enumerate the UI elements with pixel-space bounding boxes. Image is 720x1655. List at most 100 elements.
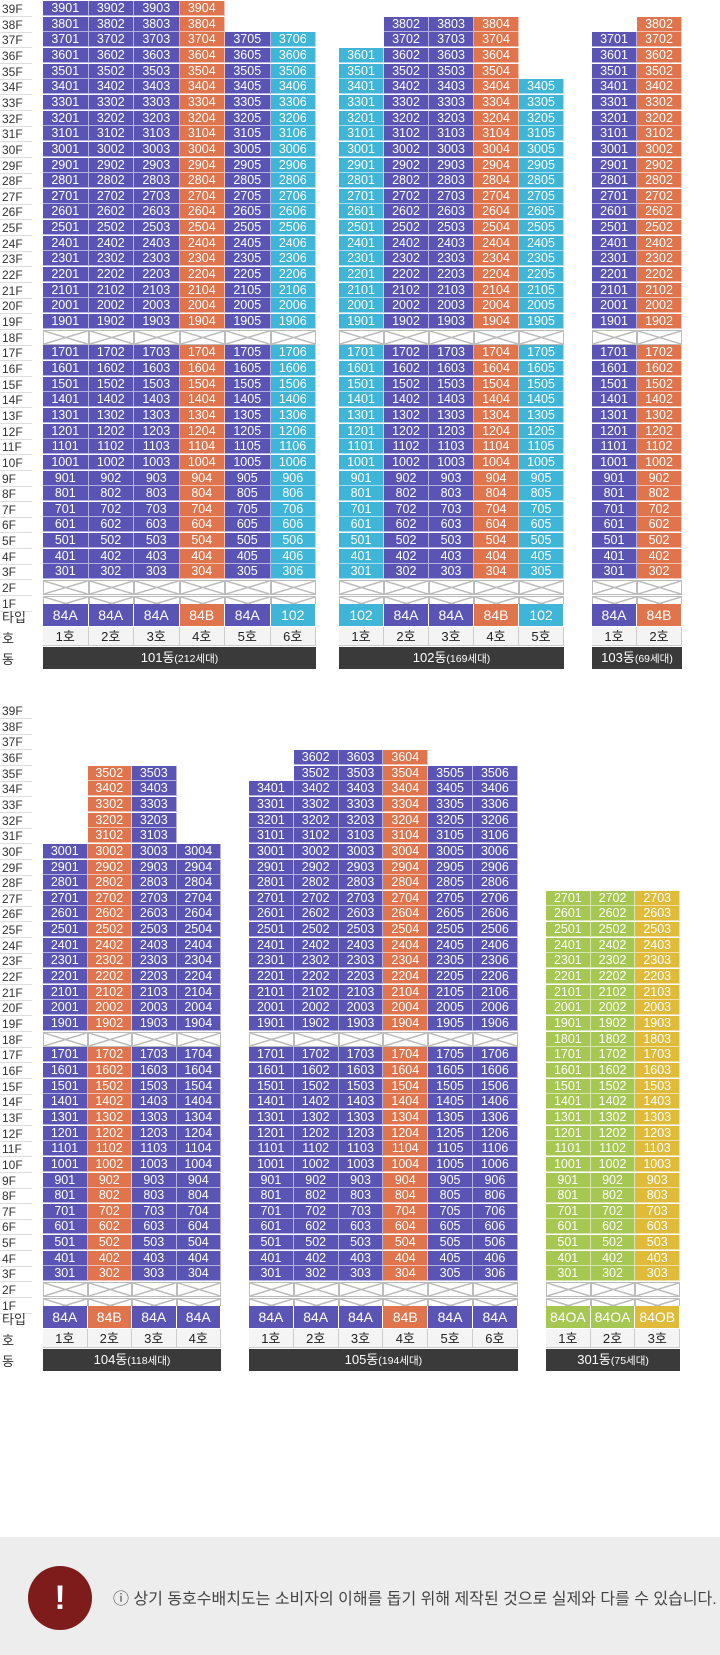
unit-cell[interactable]: 3903 — [134, 1, 180, 16]
unit-cell[interactable]: 2106 — [473, 984, 518, 1000]
unit-cell[interactable]: 1506 — [473, 1078, 518, 1094]
unit-cell[interactable]: 2302 — [87, 953, 132, 969]
unit-cell[interactable]: 1103 — [134, 439, 180, 455]
unit-cell[interactable]: 2104 — [179, 282, 225, 298]
unit-cell[interactable]: 801 — [592, 486, 637, 502]
unit-cell[interactable]: 305 — [225, 564, 271, 580]
unit-cell[interactable]: 2305 — [225, 251, 271, 267]
unit-cell[interactable]: 3403 — [429, 79, 474, 95]
unit-cell[interactable]: 1303 — [429, 407, 474, 423]
unit-cell[interactable]: 803 — [132, 1188, 177, 1204]
unit-cell[interactable]: 2603 — [134, 204, 180, 220]
unit-cell[interactable]: 3402 — [637, 79, 682, 95]
unit-cell[interactable]: 3604 — [383, 749, 429, 765]
unit-cell[interactable]: 2906 — [473, 859, 518, 875]
unit-cell[interactable]: 1803 — [635, 1031, 681, 1047]
unit-cell[interactable]: 3202 — [88, 110, 134, 126]
unit-cell[interactable]: 801 — [339, 486, 384, 502]
unit-cell[interactable]: 601 — [592, 517, 637, 533]
unit-cell[interactable]: 2603 — [338, 906, 384, 922]
unit-cell[interactable]: 2506 — [473, 922, 518, 938]
unit-cell[interactable]: 1006 — [473, 1156, 518, 1172]
unit-cell[interactable]: 1605 — [428, 1062, 473, 1078]
unit-cell[interactable]: 2902 — [88, 157, 134, 173]
unit-cell[interactable]: 2003 — [429, 298, 474, 314]
unit-cell[interactable]: 802 — [88, 486, 134, 502]
unit-cell[interactable]: 1402 — [384, 392, 429, 408]
unit-cell[interactable]: 1404 — [179, 392, 225, 408]
unit-cell[interactable]: 2905 — [519, 157, 564, 173]
unit-cell[interactable]: 2706 — [473, 890, 518, 906]
unit-cell[interactable]: 2705 — [428, 890, 473, 906]
unit-cell[interactable]: 2601 — [43, 906, 88, 922]
unit-cell[interactable]: 2002 — [384, 298, 429, 314]
unit-cell[interactable]: 1604 — [176, 1062, 221, 1078]
unit-cell[interactable]: 1606 — [270, 360, 316, 376]
unit-cell[interactable]: 802 — [87, 1188, 132, 1204]
unit-cell[interactable]: 2701 — [339, 188, 384, 204]
unit-cell[interactable]: 1903 — [132, 1016, 177, 1031]
unit-cell[interactable]: 405 — [428, 1250, 473, 1266]
unit-cell[interactable]: 2304 — [474, 251, 519, 267]
unit-cell[interactable]: 1401 — [592, 392, 637, 408]
unit-cell[interactable]: 3002 — [88, 141, 134, 157]
unit-cell[interactable]: 603 — [134, 517, 180, 533]
unit-cell[interactable]: 3305 — [519, 94, 564, 110]
unit-cell[interactable]: 702 — [590, 1203, 636, 1219]
unit-cell[interactable]: 504 — [176, 1235, 221, 1251]
unit-cell[interactable]: 801 — [43, 486, 89, 502]
unit-cell[interactable]: 3006 — [270, 141, 316, 157]
unit-cell[interactable]: 905 — [519, 470, 564, 486]
unit-cell[interactable]: 2206 — [473, 969, 518, 985]
unit-cell[interactable]: 3701 — [43, 32, 89, 48]
unit-cell[interactable]: 2601 — [339, 204, 384, 220]
unit-cell[interactable]: 2502 — [87, 922, 132, 938]
unit-cell[interactable]: 2204 — [383, 969, 429, 985]
unit-cell[interactable]: 1403 — [338, 1094, 384, 1110]
unit-cell[interactable]: 2101 — [592, 282, 637, 298]
unit-cell[interactable]: 3505 — [428, 765, 473, 781]
unit-cell[interactable]: 2105 — [519, 282, 564, 298]
unit-cell[interactable]: 1201 — [43, 423, 89, 439]
unit-cell[interactable]: 1502 — [637, 376, 682, 392]
unit-cell[interactable]: 2101 — [546, 984, 591, 1000]
unit-cell[interactable]: 3302 — [293, 796, 339, 812]
unit-cell[interactable]: 1201 — [339, 423, 384, 439]
unit-cell[interactable]: 2404 — [179, 235, 225, 251]
unit-cell[interactable]: 2105 — [428, 984, 473, 1000]
unit-cell[interactable]: 502 — [293, 1235, 339, 1251]
unit-cell[interactable]: 3001 — [592, 141, 637, 157]
unit-cell[interactable]: 305 — [519, 564, 564, 580]
unit-cell[interactable]: 701 — [43, 501, 89, 517]
unit-cell[interactable]: 3101 — [339, 126, 384, 142]
unit-cell[interactable]: 1502 — [87, 1078, 132, 1094]
unit-cell[interactable]: 3002 — [637, 141, 682, 157]
unit-cell[interactable]: 2102 — [590, 984, 636, 1000]
unit-cell[interactable]: 1203 — [429, 423, 474, 439]
unit-cell[interactable]: 2502 — [88, 220, 134, 236]
unit-cell[interactable]: 1504 — [383, 1078, 429, 1094]
unit-cell[interactable]: 1704 — [176, 1047, 221, 1063]
unit-cell[interactable]: 2302 — [637, 251, 682, 267]
unit-cell[interactable]: 1306 — [473, 1109, 518, 1125]
unit-cell[interactable]: 401 — [43, 548, 89, 564]
unit-cell[interactable]: 1603 — [338, 1062, 384, 1078]
unit-cell[interactable]: 1405 — [225, 392, 271, 408]
unit-cell[interactable]: 405 — [225, 548, 271, 564]
unit-cell[interactable]: 1201 — [546, 1125, 591, 1141]
unit-cell[interactable]: 1101 — [43, 439, 89, 455]
unit-cell[interactable]: 3003 — [429, 141, 474, 157]
unit-cell[interactable]: 3101 — [43, 126, 89, 142]
unit-cell[interactable]: 1005 — [225, 454, 271, 470]
unit-cell[interactable]: 2003 — [338, 1000, 384, 1016]
unit-cell[interactable]: 2003 — [132, 1000, 177, 1016]
unit-cell[interactable]: 2106 — [270, 282, 316, 298]
unit-cell[interactable]: 3503 — [132, 765, 177, 781]
unit-cell[interactable]: 2704 — [176, 890, 221, 906]
unit-cell[interactable]: 3406 — [473, 781, 518, 797]
unit-cell[interactable]: 3505 — [225, 63, 271, 79]
unit-cell[interactable]: 1901 — [43, 1016, 88, 1031]
unit-cell[interactable]: 1302 — [637, 407, 682, 423]
unit-cell[interactable]: 3405 — [428, 781, 473, 797]
unit-cell[interactable]: 1701 — [592, 345, 637, 361]
